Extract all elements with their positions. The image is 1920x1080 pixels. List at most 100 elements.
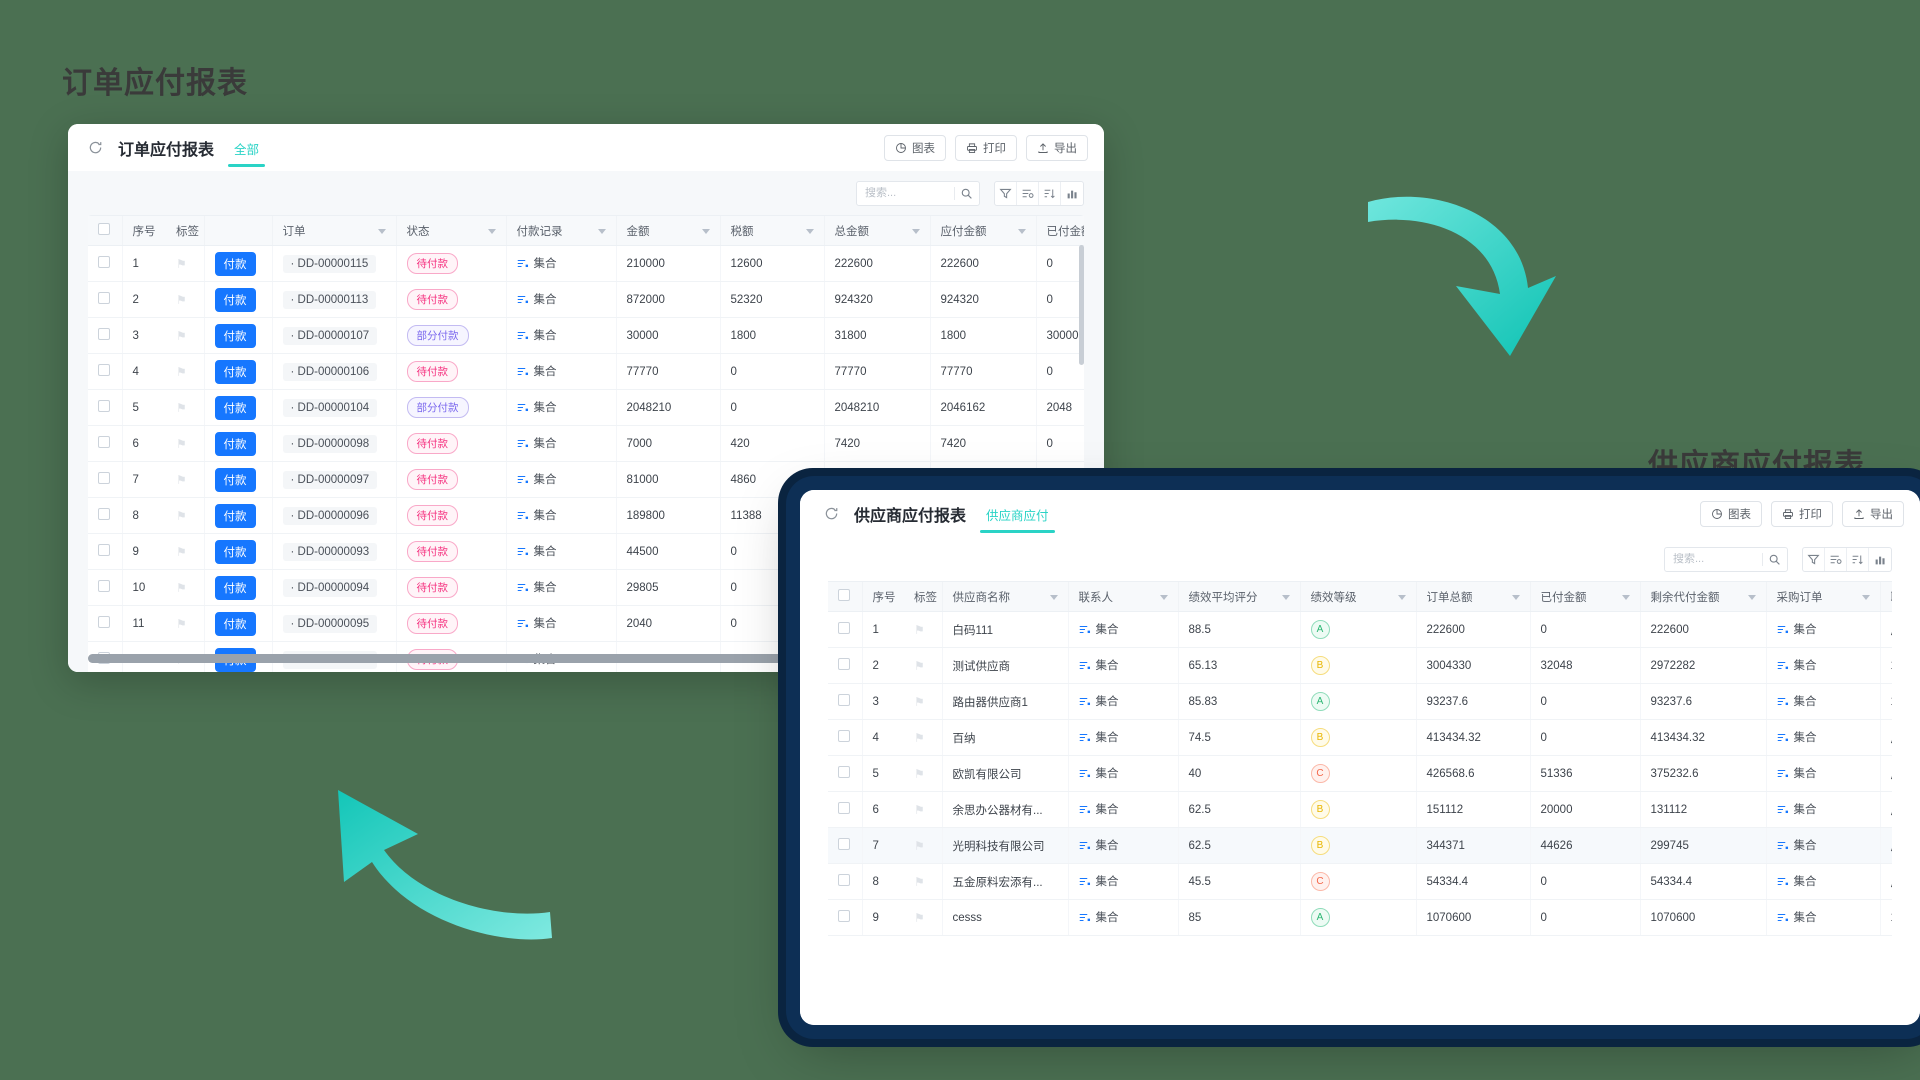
collection-link[interactable]: 集合: [517, 543, 557, 559]
collection-link[interactable]: 集合: [517, 363, 557, 379]
pay-button[interactable]: 付款: [214, 359, 256, 384]
row-checkbox[interactable]: [838, 622, 850, 634]
row-contact[interactable]: 集合: [1067, 791, 1178, 828]
row-payment-record[interactable]: 集合: [505, 605, 616, 642]
collection-link[interactable]: 集合: [517, 579, 557, 595]
row-checkbox[interactable]: [98, 472, 110, 484]
row-purchase-order[interactable]: 集合: [1765, 827, 1880, 864]
row-checkbox[interactable]: [98, 508, 110, 520]
tag-icon[interactable]: ⚑: [176, 256, 187, 271]
row-select-cell[interactable]: [88, 497, 122, 534]
collection-link[interactable]: 集合: [517, 615, 557, 631]
suppliers-th-contact[interactable]: 联系人: [1067, 581, 1178, 612]
row-order[interactable]: · DD-00000113: [271, 281, 396, 318]
collection-link[interactable]: 集合: [1079, 729, 1119, 745]
order-chip[interactable]: · DD-00000104: [282, 398, 378, 417]
filter-icon[interactable]: [995, 181, 1017, 205]
row-action-cell[interactable]: 付款: [203, 569, 272, 606]
row-contact[interactable]: 集合: [1067, 827, 1178, 864]
suppliers-table-container[interactable]: 序号 标签 供应商名称 联系人 绩效平均评分 绩效等级 订单总额 已付金额 剩余…: [828, 581, 1892, 961]
row-tag-cell[interactable]: ⚑: [904, 791, 942, 828]
row-tag-cell[interactable]: ⚑: [166, 569, 204, 606]
tag-icon[interactable]: ⚑: [176, 544, 187, 559]
row-action-cell[interactable]: 付款: [203, 281, 272, 318]
row-action-cell[interactable]: 付款: [203, 389, 272, 426]
order-chip[interactable]: · DD-00000097: [282, 470, 378, 489]
row-action-cell[interactable]: 付款: [203, 425, 272, 462]
orders-th-paid[interactable]: 已付金额: [1035, 215, 1084, 246]
row-select-cell[interactable]: [88, 425, 122, 462]
orders-th-payrec[interactable]: 付款记录: [505, 215, 616, 246]
row-tag-cell[interactable]: ⚑: [166, 605, 204, 642]
row-checkbox[interactable]: [838, 874, 850, 886]
row-order[interactable]: · DD-00000095: [271, 605, 396, 642]
row-action-cell[interactable]: 付款: [203, 461, 272, 498]
row-tag-cell[interactable]: ⚑: [166, 497, 204, 534]
row-select-cell[interactable]: [828, 683, 862, 720]
suppliers-th-order-total[interactable]: 订单总额: [1415, 581, 1530, 612]
row-purchase-order[interactable]: 集合: [1765, 863, 1880, 900]
pay-button[interactable]: 付款: [214, 395, 256, 420]
row-contact[interactable]: 集合: [1067, 683, 1178, 720]
pay-button[interactable]: 付款: [214, 575, 256, 600]
order-chip[interactable]: · DD-00000107: [282, 326, 378, 345]
collection-link[interactable]: 集合: [1777, 693, 1817, 709]
collection-link[interactable]: 集合: [517, 435, 557, 451]
tag-icon[interactable]: ⚑: [914, 622, 925, 637]
collection-link[interactable]: 集合: [1777, 657, 1817, 673]
row-tag-cell[interactable]: ⚑: [166, 461, 204, 498]
row-checkbox[interactable]: [98, 616, 110, 628]
search-box[interactable]: [1664, 546, 1788, 572]
tag-icon[interactable]: ⚑: [176, 472, 187, 487]
row-payment-record[interactable]: 集合: [505, 317, 616, 354]
row-action-cell[interactable]: 付款: [203, 317, 272, 354]
column-settings-icon[interactable]: [1825, 547, 1847, 571]
row-checkbox[interactable]: [98, 328, 110, 340]
row-tag-cell[interactable]: ⚑: [904, 719, 942, 756]
tag-icon[interactable]: ⚑: [914, 730, 925, 745]
row-tag-cell[interactable]: ⚑: [166, 425, 204, 462]
row-select-cell[interactable]: [88, 317, 122, 354]
row-checkbox[interactable]: [98, 364, 110, 376]
pay-button[interactable]: 付款: [214, 503, 256, 528]
order-chip[interactable]: · DD-00000094: [282, 578, 378, 597]
tag-icon[interactable]: ⚑: [176, 292, 187, 307]
row-tag-cell[interactable]: ⚑: [166, 389, 204, 426]
row-tag-cell[interactable]: ⚑: [904, 863, 942, 900]
search-input[interactable]: [1673, 553, 1762, 565]
row-purchase-order[interactable]: 集合: [1765, 755, 1880, 792]
row-checkbox[interactable]: [838, 838, 850, 850]
row-payment-record[interactable]: 集合: [505, 353, 616, 390]
row-select-cell[interactable]: [88, 605, 122, 642]
collection-link[interactable]: 集合: [517, 255, 557, 271]
collection-link[interactable]: 集合: [1079, 909, 1119, 925]
row-payment-record[interactable]: 集合: [505, 461, 616, 498]
collection-link[interactable]: 集合: [517, 399, 557, 415]
row-purchase-order[interactable]: 集合: [1765, 719, 1880, 756]
tag-icon[interactable]: ⚑: [914, 802, 925, 817]
table-row[interactable]: 1 ⚑ 付款 · DD-00000115 待付款 集合 210000 12600 222600 2…: [88, 245, 1084, 282]
row-tag-cell[interactable]: ⚑: [166, 317, 204, 354]
row-purchase-order[interactable]: 集合: [1765, 791, 1880, 828]
collection-link[interactable]: 集合: [1777, 873, 1817, 889]
pay-button[interactable]: 付款: [214, 287, 256, 312]
row-tag-cell[interactable]: ⚑: [166, 245, 204, 282]
search-input[interactable]: [865, 187, 954, 199]
collection-link[interactable]: 集合: [1777, 837, 1817, 853]
table-row[interactable]: 11⚑付款· DD-00000095待付款集合204002040: [88, 605, 1084, 642]
row-select-cell[interactable]: [88, 569, 122, 606]
row-checkbox[interactable]: [98, 292, 110, 304]
collection-link[interactable]: 集合: [1777, 621, 1817, 637]
orders-vertical-scrollbar[interactable]: [1079, 245, 1084, 365]
tag-icon[interactable]: ⚑: [914, 694, 925, 709]
tag-icon[interactable]: ⚑: [176, 436, 187, 451]
filter-icon[interactable]: [1803, 547, 1825, 571]
row-select-cell[interactable]: [828, 611, 862, 648]
row-purchase-order[interactable]: 集合: [1765, 899, 1880, 936]
row-select-cell[interactable]: [88, 245, 122, 282]
row-select-cell[interactable]: [88, 281, 122, 318]
row-checkbox[interactable]: [838, 910, 850, 922]
suppliers-th-address[interactable]: 联系地址: [1879, 581, 1892, 612]
tag-icon[interactable]: ⚑: [914, 838, 925, 853]
